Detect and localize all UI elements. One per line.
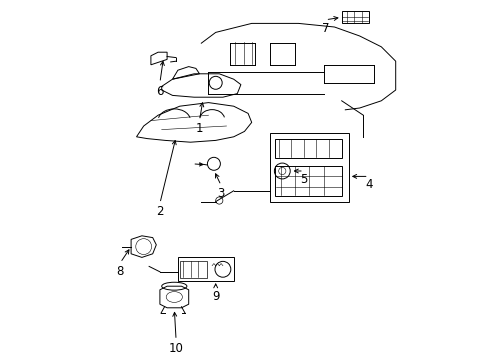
Text: 3: 3 [217,187,224,200]
Bar [275,166,341,196]
Text: 8: 8 [116,265,124,278]
Text: 1: 1 [195,122,203,135]
Bar [179,261,206,278]
Text: 7: 7 [321,22,328,35]
Text: 4: 4 [364,178,372,191]
Bar [269,133,348,202]
Text: 2: 2 [156,205,163,218]
Bar [275,139,341,158]
Text: 10: 10 [168,342,183,355]
Text: 5: 5 [300,173,307,186]
Bar [178,257,233,281]
Text: 6: 6 [156,85,163,98]
Bar [341,11,368,23]
Text: 9: 9 [211,290,219,303]
